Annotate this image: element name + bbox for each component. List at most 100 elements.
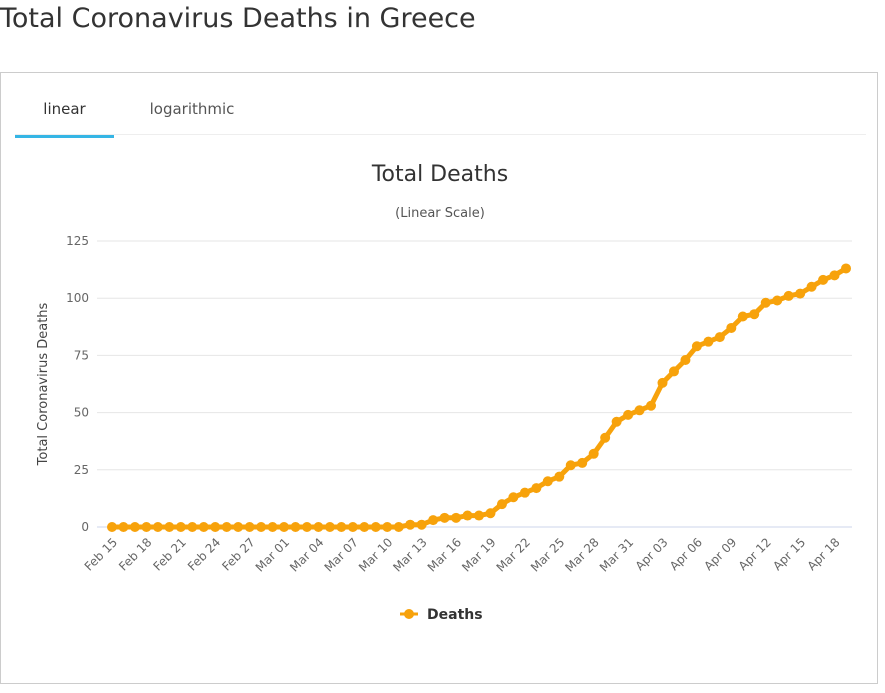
data-point[interactable]	[519, 487, 530, 498]
data-point[interactable]	[370, 522, 381, 532]
legend[interactable]: Deaths	[400, 607, 483, 623]
data-point[interactable]	[749, 309, 760, 320]
data-point[interactable]	[623, 409, 634, 420]
y-axis-label: Total Coronavirus Deaths	[36, 302, 51, 466]
data-point[interactable]	[405, 519, 416, 530]
data-point[interactable]	[760, 297, 771, 308]
x-tick-label: Mar 07	[322, 535, 361, 574]
data-point[interactable]	[279, 522, 290, 532]
grid-lines	[97, 240, 852, 471]
series-line	[109, 266, 849, 530]
data-point[interactable]	[783, 290, 794, 301]
y-tick-label: 125	[66, 234, 89, 248]
data-point[interactable]	[267, 522, 278, 532]
data-point[interactable]	[600, 432, 611, 443]
data-point[interactable]	[187, 522, 198, 532]
y-tick-label: 100	[66, 291, 89, 305]
data-point[interactable]	[462, 510, 473, 521]
page-title: Total Coronavirus Deaths in Greece	[0, 3, 476, 34]
data-point[interactable]	[118, 522, 129, 532]
data-point[interactable]	[210, 522, 221, 532]
data-point[interactable]	[451, 512, 462, 523]
data-point[interactable]	[336, 522, 347, 532]
x-tick-label: Feb 27	[219, 535, 257, 573]
x-tick-label: Mar 01	[253, 535, 292, 574]
data-point[interactable]	[841, 263, 851, 274]
data-point[interactable]	[233, 522, 244, 532]
tab-logarithmic[interactable]: logarithmic	[149, 100, 235, 118]
data-point[interactable]	[301, 522, 312, 532]
data-point[interactable]	[256, 522, 267, 532]
data-point[interactable]	[726, 322, 737, 333]
data-point[interactable]	[474, 510, 484, 521]
data-point[interactable]	[290, 522, 301, 532]
x-tick-label: Apr 15	[770, 535, 808, 573]
x-tick-label: Feb 24	[185, 535, 223, 573]
data-point[interactable]	[428, 515, 439, 526]
data-point[interactable]	[107, 522, 117, 532]
data-point[interactable]	[382, 522, 393, 532]
data-point[interactable]	[829, 270, 840, 281]
data-point[interactable]	[795, 288, 806, 299]
data-point[interactable]	[141, 522, 152, 532]
data-point[interactable]	[818, 274, 829, 285]
data-point[interactable]	[577, 457, 588, 468]
data-point[interactable]	[313, 522, 324, 532]
data-point[interactable]	[129, 522, 140, 532]
data-point[interactable]	[221, 522, 232, 532]
data-point[interactable]	[359, 522, 370, 532]
data-point[interactable]	[588, 448, 599, 459]
data-point[interactable]	[152, 522, 163, 532]
data-point[interactable]	[611, 416, 622, 427]
data-point[interactable]	[416, 519, 427, 530]
x-tick-label: Feb 18	[116, 535, 154, 573]
data-point[interactable]	[806, 281, 817, 292]
data-point[interactable]	[657, 377, 668, 388]
data-point[interactable]	[496, 499, 507, 510]
data-point[interactable]	[565, 460, 576, 471]
data-point[interactable]	[531, 483, 542, 494]
data-point[interactable]	[703, 336, 714, 347]
data-point[interactable]	[198, 522, 209, 532]
data-point[interactable]	[542, 476, 553, 487]
x-tick-label: Apr 03	[633, 535, 671, 573]
tab-linear[interactable]: linear	[15, 73, 114, 138]
x-tick-label: Mar 13	[390, 535, 429, 574]
scale-tab-bar: linear logarithmic	[15, 73, 866, 138]
data-point[interactable]	[508, 492, 519, 503]
data-point[interactable]	[772, 295, 783, 306]
data-point[interactable]	[714, 332, 725, 343]
x-tick-label: Mar 04	[287, 535, 326, 574]
legend-marker-swatch	[404, 609, 414, 619]
data-point[interactable]	[324, 522, 335, 532]
y-tick-label: 75	[74, 348, 89, 362]
data-point[interactable]	[485, 508, 496, 519]
x-tick-label: Apr 06	[667, 535, 705, 573]
data-point[interactable]	[164, 522, 175, 532]
data-point[interactable]	[737, 311, 748, 322]
data-point[interactable]	[691, 341, 702, 352]
chart-subtitle: (Linear Scale)	[395, 206, 485, 221]
data-point[interactable]	[668, 366, 679, 377]
x-tick-label: Apr 18	[805, 535, 843, 573]
deaths-series	[107, 263, 851, 532]
data-point[interactable]	[554, 471, 565, 482]
y-tick-label: 25	[74, 463, 89, 477]
x-tick-label: Feb 21	[151, 535, 189, 573]
data-point[interactable]	[646, 400, 657, 411]
x-tick-label: Apr 12	[736, 535, 774, 573]
data-point[interactable]	[175, 522, 186, 532]
x-tick-label: Mar 16	[425, 535, 464, 574]
data-point[interactable]	[393, 522, 404, 532]
y-tick-label: 50	[74, 406, 89, 420]
x-tick-label: Mar 10	[356, 535, 395, 574]
data-point[interactable]	[347, 522, 358, 532]
y-tick-label: 0	[81, 520, 89, 534]
chart-title: Total Deaths	[371, 162, 508, 187]
data-point[interactable]	[680, 354, 691, 365]
x-tick-label: Apr 09	[701, 535, 739, 573]
data-point[interactable]	[244, 522, 255, 532]
data-point[interactable]	[439, 512, 450, 523]
data-point[interactable]	[634, 405, 645, 416]
